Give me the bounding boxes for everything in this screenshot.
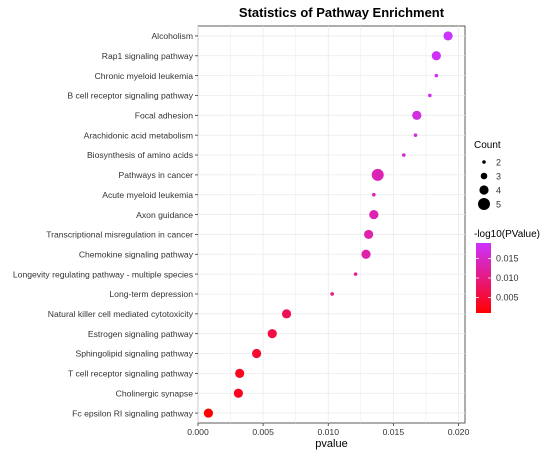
y-tick-label: Long-term depression: [109, 289, 193, 299]
x-tick-label: 0.010: [317, 427, 339, 437]
data-point: [443, 31, 453, 41]
y-tick-label: Axon guidance: [136, 210, 193, 220]
size-legend-key: [482, 160, 486, 164]
color-legend-title: -log10(PValue): [474, 229, 540, 240]
data-point: [428, 93, 432, 98]
y-tick-label: Arachidonic acid metabolism: [84, 130, 193, 140]
y-tick-label: Focal adhesion: [135, 111, 194, 121]
size-legend-label: 5: [496, 200, 501, 210]
data-point: [431, 51, 441, 61]
size-legend-key: [479, 185, 489, 195]
data-point: [434, 73, 439, 78]
size-legend-title: Count: [474, 140, 501, 151]
plot-panel: [197, 25, 466, 424]
y-tick-label: T cell receptor signaling pathway: [68, 369, 194, 379]
size-legend-label: 2: [496, 158, 501, 168]
data-point: [361, 249, 371, 259]
data-point: [252, 348, 262, 359]
y-tick-label: Chemokine signaling pathway: [79, 249, 194, 259]
y-tick-label: Sphingolipid signaling pathway: [75, 349, 193, 359]
y-tick-label: Pathways in cancer: [118, 170, 193, 180]
data-point: [203, 408, 214, 418]
data-point: [413, 133, 418, 137]
data-point: [353, 272, 358, 276]
data-point: [412, 110, 422, 120]
x-tick-label: 0.015: [383, 427, 405, 437]
chart-title: Statistics of Pathway Enrichment: [239, 5, 445, 20]
data-point: [281, 309, 292, 319]
y-tick-label: Cholinergic synapse: [116, 388, 194, 398]
size-legend-label: 4: [496, 186, 501, 196]
x-axis-label: pvalue: [315, 438, 347, 450]
data-point: [371, 168, 384, 181]
y-tick-label: Longevity regulating pathway - multiple …: [13, 269, 193, 279]
x-tick-label: 0.020: [448, 427, 470, 437]
y-tick-label: Alcoholism: [151, 31, 193, 41]
size-legend-key: [478, 198, 490, 210]
y-tick-label: Chronic myeloid leukemia: [95, 71, 194, 81]
data-point: [364, 229, 374, 240]
x-tick-label: 0.000: [187, 427, 209, 437]
x-tick-label: 0.005: [252, 427, 274, 437]
y-tick-label: Acute myeloid leukemia: [102, 190, 193, 200]
data-point: [235, 368, 245, 378]
y-tick-label: Fc epsilon RI signaling pathway: [72, 408, 194, 418]
size-legend-key: [480, 172, 488, 180]
data-point: [330, 292, 334, 296]
data-point: [369, 209, 379, 220]
y-tick-label: Biosynthesis of amino acids: [87, 150, 193, 160]
data-point: [267, 329, 277, 339]
y-tick-label: Natural killer cell mediated cytotoxicit…: [48, 309, 194, 319]
data-point: [401, 153, 406, 157]
data-point: [233, 388, 243, 398]
y-tick-label: Transcriptional misregulation in cancer: [46, 230, 193, 240]
data-point: [372, 192, 376, 197]
y-tick-label: Rap1 signaling pathway: [102, 51, 194, 61]
y-tick-label: Estrogen signaling pathway: [88, 329, 194, 339]
color-legend-tick-label: 0.010: [496, 273, 519, 283]
color-legend-tick-label: 0.015: [496, 254, 519, 264]
y-tick-label: B cell receptor signaling pathway: [67, 91, 193, 101]
size-legend-label: 3: [496, 172, 501, 182]
color-legend-tick-label: 0.005: [496, 292, 519, 302]
color-legend-bar: [476, 243, 491, 313]
